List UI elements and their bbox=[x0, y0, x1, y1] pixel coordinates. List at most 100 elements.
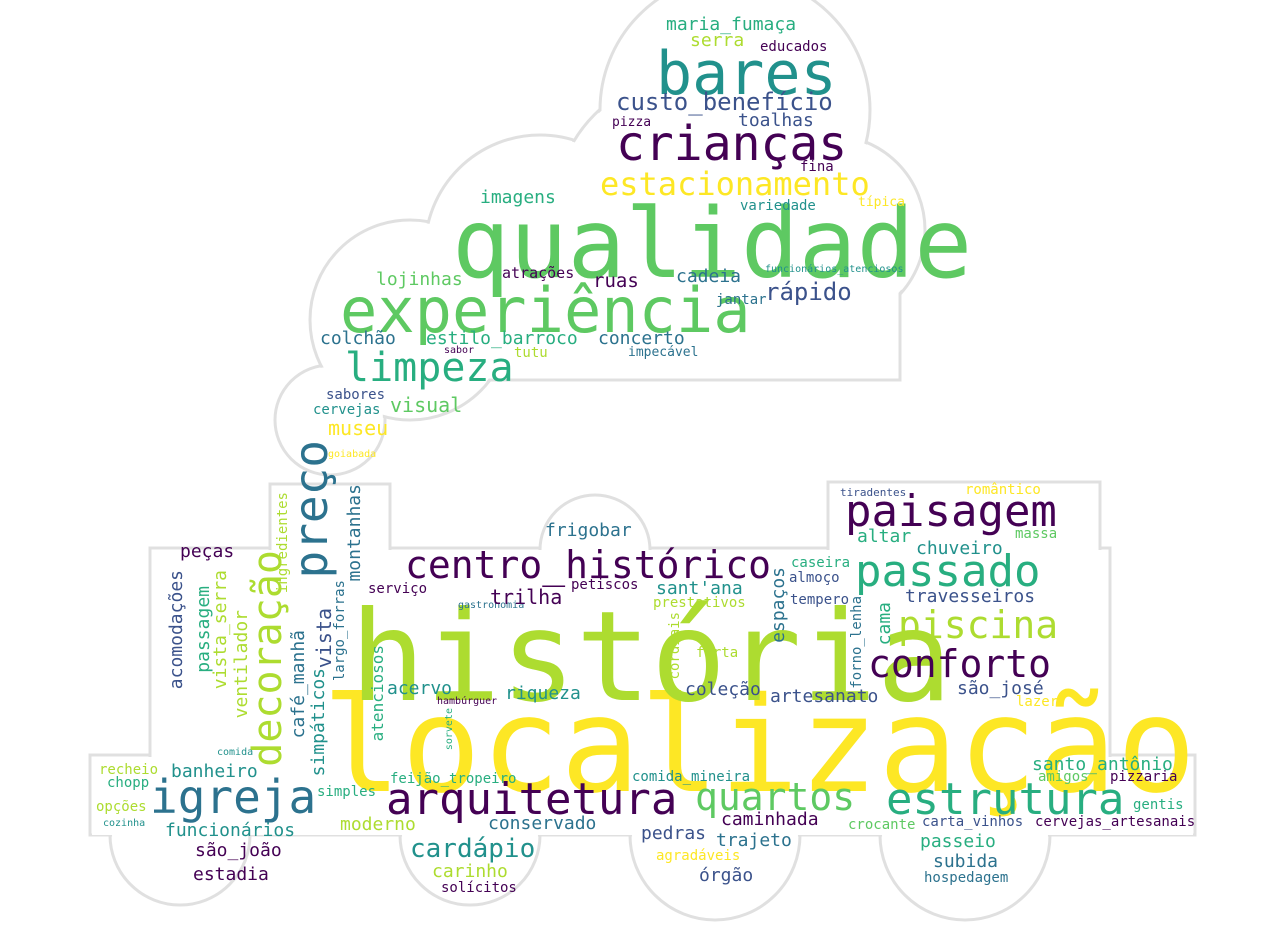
word-107: cozinha bbox=[103, 818, 146, 829]
word-64: ventilador bbox=[231, 610, 252, 719]
word-95: comida_mineira bbox=[632, 769, 751, 785]
word-76: cordiais bbox=[667, 612, 683, 680]
word-19: custo_benefício bbox=[616, 88, 833, 116]
word-47: goiabada bbox=[328, 449, 377, 460]
word-2: qualidade bbox=[452, 188, 973, 300]
word-66: vista bbox=[312, 608, 336, 669]
word-106: cervejas_artesanais bbox=[1035, 814, 1196, 830]
word-83: artesanato bbox=[770, 686, 879, 707]
word-68: largo_forras bbox=[332, 580, 348, 682]
word-15: piscina bbox=[898, 603, 1059, 647]
word-58: tempero bbox=[790, 592, 850, 608]
word-17: quartos bbox=[695, 775, 856, 819]
word-14: limpeza bbox=[345, 345, 514, 391]
word-30: imagens bbox=[480, 187, 556, 208]
word-97: pizzaria bbox=[1110, 769, 1178, 785]
word-100: gentis bbox=[1133, 797, 1184, 813]
word-31: lojinhas bbox=[376, 269, 463, 290]
word-21: rápido bbox=[765, 278, 852, 306]
word-94: feijão_tropeiro bbox=[390, 771, 517, 787]
word-63: vista_serra bbox=[210, 570, 231, 690]
word-9: paisagem bbox=[845, 486, 1057, 537]
word-67: simpáticos bbox=[308, 668, 329, 777]
word-102: conservado bbox=[488, 813, 597, 834]
word-70: petiscos bbox=[571, 577, 639, 593]
word-79: forno_lenha bbox=[849, 596, 865, 689]
word-1: história bbox=[350, 585, 953, 730]
word-93: banheiro bbox=[171, 761, 258, 782]
word-119: solícitos bbox=[441, 880, 517, 896]
word-50: frigobar bbox=[545, 520, 632, 541]
word-7: estrutura bbox=[886, 774, 1125, 825]
word-44: cervejas bbox=[313, 402, 381, 418]
word-52: romântico bbox=[965, 482, 1041, 498]
word-92: chopp bbox=[107, 775, 150, 791]
word-3: bares bbox=[656, 39, 837, 109]
word-43: sabores bbox=[326, 387, 386, 403]
word-26: pizza bbox=[612, 115, 652, 130]
word-117: agradáveis bbox=[656, 848, 741, 864]
word-81: riqueza bbox=[505, 683, 581, 704]
word-105: carta_vinhos bbox=[922, 814, 1024, 830]
word-61: acomodações bbox=[166, 570, 187, 690]
word-104: crocante bbox=[848, 817, 916, 833]
word-34: cadeia bbox=[676, 266, 742, 287]
word-10: passado bbox=[855, 546, 1041, 597]
word-80: acervo bbox=[387, 678, 453, 699]
word-12: preço bbox=[284, 440, 338, 579]
word-88: atenciosos bbox=[368, 645, 387, 742]
word-77: farta bbox=[696, 645, 739, 661]
word-72: sant'ana bbox=[656, 578, 743, 599]
word-35: funcionários_atenciosos bbox=[765, 264, 904, 275]
word-33: ruas bbox=[593, 270, 639, 292]
word-78: cama bbox=[874, 602, 895, 646]
word-87: sorvete bbox=[444, 708, 455, 751]
word-39: concerto bbox=[598, 328, 685, 349]
word-115: órgão bbox=[699, 865, 754, 886]
word-6: igreja bbox=[150, 770, 317, 824]
word-24: educados bbox=[760, 39, 828, 55]
word-84: são_josé bbox=[957, 678, 1044, 699]
word-110: trajeto bbox=[716, 830, 792, 851]
word-113: subida bbox=[933, 851, 999, 872]
word-38: estilo_barroco bbox=[426, 328, 578, 349]
word-25: toalhas bbox=[738, 110, 814, 131]
word-4: experiência bbox=[340, 274, 751, 347]
word-111: passeio bbox=[920, 831, 996, 852]
word-109: pedras bbox=[641, 823, 707, 844]
word-90: santo_antônio bbox=[1032, 754, 1173, 775]
word-42: impecável bbox=[628, 345, 699, 360]
word-101: moderno bbox=[340, 814, 416, 835]
word-53: massa bbox=[1015, 526, 1058, 542]
word-32: atrações bbox=[502, 264, 575, 282]
word-29: variedade bbox=[740, 198, 816, 214]
word-41: tutu bbox=[514, 345, 548, 361]
word-96: amigos bbox=[1038, 769, 1089, 785]
word-46: museu bbox=[328, 416, 389, 440]
word-16: conforto bbox=[868, 642, 1052, 686]
word-0: localização bbox=[322, 669, 1197, 823]
word-89: comida bbox=[217, 747, 254, 758]
word-85: lazer bbox=[1016, 694, 1059, 710]
word-40: sabor bbox=[444, 345, 475, 356]
word-65: café_manhã bbox=[288, 630, 309, 739]
word-69: serviço bbox=[368, 581, 428, 597]
word-22: maria_fumaça bbox=[666, 14, 797, 35]
word-86: hambúrguer bbox=[437, 696, 498, 707]
word-8: crianças bbox=[616, 116, 848, 172]
word-23: serra bbox=[690, 30, 745, 51]
word-49: montanhas bbox=[344, 484, 365, 582]
word-51: tiradentes bbox=[840, 486, 907, 499]
word-36: jantar bbox=[716, 292, 767, 308]
word-11: centro_histórico bbox=[405, 543, 772, 587]
word-118: hospedagem bbox=[924, 870, 1009, 886]
word-60: peças bbox=[180, 541, 235, 562]
word-48: ingredientes bbox=[275, 492, 291, 594]
word-37: colchão bbox=[320, 328, 396, 349]
word-18: estacionamento bbox=[600, 165, 870, 203]
word-108: funcionários bbox=[165, 820, 296, 841]
word-55: chuveiro bbox=[916, 538, 1003, 559]
word-91: recheio bbox=[99, 762, 159, 778]
